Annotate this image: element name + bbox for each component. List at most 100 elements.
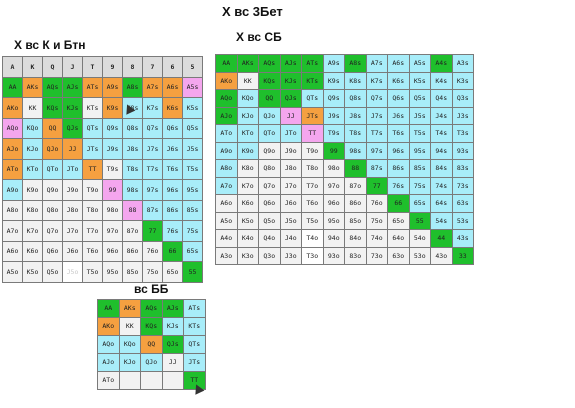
- grid-header-cell: T: [82, 56, 103, 78]
- hand-cell: AQs: [258, 54, 281, 73]
- hand-cell: Q9s: [102, 117, 123, 139]
- hand-cell: [161, 371, 184, 390]
- hand-cell: AQs: [140, 299, 163, 318]
- hand-cell: 73s: [451, 176, 474, 195]
- grid-header-cell: K: [22, 56, 43, 78]
- hand-cell: A6o: [2, 240, 23, 262]
- hand-cell: K7s: [142, 97, 163, 119]
- hand-cell: 83o: [344, 246, 367, 265]
- hand-cell: KJs: [62, 97, 83, 119]
- hand-cell: A6s: [162, 76, 183, 98]
- grid-row: AJo KJo QJo JJ JTs J9s J8s J7s J6s J5s: [2, 138, 203, 160]
- hand-cell: 65s: [408, 194, 431, 213]
- hand-cell: 64s: [430, 194, 453, 213]
- hand-cell: T9s: [322, 124, 345, 143]
- hand-cell: J5s: [408, 106, 431, 125]
- range-chart-vs-bb: AA AKs AQs AJs ATs AKo KK KQs KJs KTs AQo KQo QQ QJs Q…: [97, 299, 206, 390]
- hand-cell: 64o: [387, 229, 410, 248]
- hand-cell: K6s: [162, 97, 183, 119]
- hand-cell: AJo: [215, 106, 238, 125]
- hand-cell: T6s: [387, 124, 410, 143]
- hand-cell: 97s: [142, 179, 163, 201]
- grid-header-cell: 7: [142, 56, 163, 78]
- grid-row: AJo KJo QJo JJ JTs: [97, 353, 206, 372]
- hand-cell: JTo: [62, 158, 83, 180]
- grid-row: A8o K8o Q8o J8o T8o 98o 88 87s 86s 85s: [2, 199, 203, 221]
- hand-cell: 55: [182, 261, 203, 283]
- hand-cell: 76o: [365, 194, 388, 213]
- hand-cell: Q5o: [258, 211, 281, 230]
- hand-cell: T3o: [301, 246, 324, 265]
- hand-cell: K6o: [22, 240, 43, 262]
- hand-cell: KQo: [236, 89, 259, 108]
- hand-cell: 53o: [408, 246, 431, 265]
- hand-cell: J8s: [344, 106, 367, 125]
- hand-cell: T8s: [344, 124, 367, 143]
- hand-cell: QJo: [140, 353, 163, 372]
- hand-cell: J3s: [451, 106, 474, 125]
- hand-cell: K5s: [408, 71, 431, 90]
- range-chart-vs-co-btn: A K Q J T 9 8 7 6 5 AA AKs AQs AJs ATs A9s A8s A7s A6s A5s A…: [2, 56, 203, 283]
- hand-cell: KQs: [258, 71, 281, 90]
- grid-header-cell: 8: [122, 56, 143, 78]
- hand-cell: KK: [22, 97, 43, 119]
- hand-cell: A7s: [142, 76, 163, 98]
- hand-cell: T4o: [301, 229, 324, 248]
- grid-row: A4o K4o Q4o J4o T4o 94o 84o 74o 64o 54o 44 43s: [215, 229, 474, 248]
- hand-cell: JTs: [183, 353, 206, 372]
- hand-cell: K3o: [236, 246, 259, 265]
- hand-cell: 85o: [122, 261, 143, 283]
- hand-cell: KJs: [161, 317, 184, 336]
- hand-cell: JTs: [82, 138, 103, 160]
- grid-header-cell: J: [62, 56, 83, 78]
- hand-cell: QQ: [258, 89, 281, 108]
- hand-cell: KTs: [183, 317, 206, 336]
- hand-cell: 76o: [142, 240, 163, 262]
- hand-cell: T8o: [82, 199, 103, 221]
- hand-cell: 86o: [122, 240, 143, 262]
- hand-cell: 86s: [387, 159, 410, 178]
- hand-cell: J8o: [62, 199, 83, 221]
- hand-cell: QTs: [183, 335, 206, 354]
- hand-cell: 85o: [344, 211, 367, 230]
- hand-cell: 75o: [142, 261, 163, 283]
- hand-cell: K8o: [22, 199, 43, 221]
- hand-cell: Q7o: [42, 220, 63, 242]
- hand-cell: T5o: [82, 261, 103, 283]
- hand-cell: TT: [82, 158, 103, 180]
- grid-row: ATo TT: [97, 371, 206, 390]
- hand-cell: 65o: [162, 261, 183, 283]
- hand-cell: 84o: [344, 229, 367, 248]
- hand-cell: A9s: [322, 54, 345, 73]
- hand-cell: J9o: [62, 179, 83, 201]
- hand-cell: J3o: [279, 246, 302, 265]
- hand-cell: A5o: [2, 261, 23, 283]
- hand-cell: T8o: [301, 159, 324, 178]
- hand-cell: 88: [344, 159, 367, 178]
- hand-cell: 97o: [102, 220, 123, 242]
- hand-cell: K7s: [365, 71, 388, 90]
- hand-cell: 77: [142, 220, 163, 242]
- chart3-title: вс ББ: [134, 282, 169, 296]
- grid-row: A9o K9o Q9o J9o T9o 99 98s 97s 96s 95s: [2, 179, 203, 201]
- hand-cell: 98o: [322, 159, 345, 178]
- hand-cell: AQo: [2, 117, 23, 139]
- hand-cell: 98s: [344, 141, 367, 160]
- hand-cell: Q8o: [258, 159, 281, 178]
- hand-cell: K5o: [22, 261, 43, 283]
- hand-cell: AKs: [236, 54, 259, 73]
- hand-cell: A3s: [451, 54, 474, 73]
- grid-row: A5o K5o Q5o J5o T5o 95o 85o 75o 65o 55: [2, 261, 203, 283]
- hand-cell: 73o: [365, 246, 388, 265]
- hand-cell: KTs: [82, 97, 103, 119]
- hand-cell: 63o: [387, 246, 410, 265]
- hand-cell: 74o: [365, 229, 388, 248]
- hand-cell: AA: [2, 76, 23, 98]
- grid-row: A7o K7o Q7o J7o T7o 97o 87o 77 76s 75s: [2, 220, 203, 242]
- hand-cell: 53s: [451, 211, 474, 230]
- hand-cell: K4o: [236, 229, 259, 248]
- hand-cell: A3o: [215, 246, 238, 265]
- hand-cell: T7s: [365, 124, 388, 143]
- hand-cell: Q4s: [430, 89, 453, 108]
